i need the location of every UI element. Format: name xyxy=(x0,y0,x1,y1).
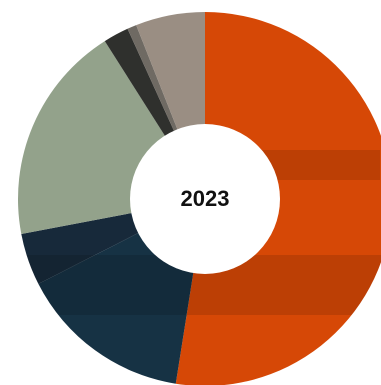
donut-hole xyxy=(130,124,280,274)
center-label: 2023 xyxy=(181,186,230,211)
